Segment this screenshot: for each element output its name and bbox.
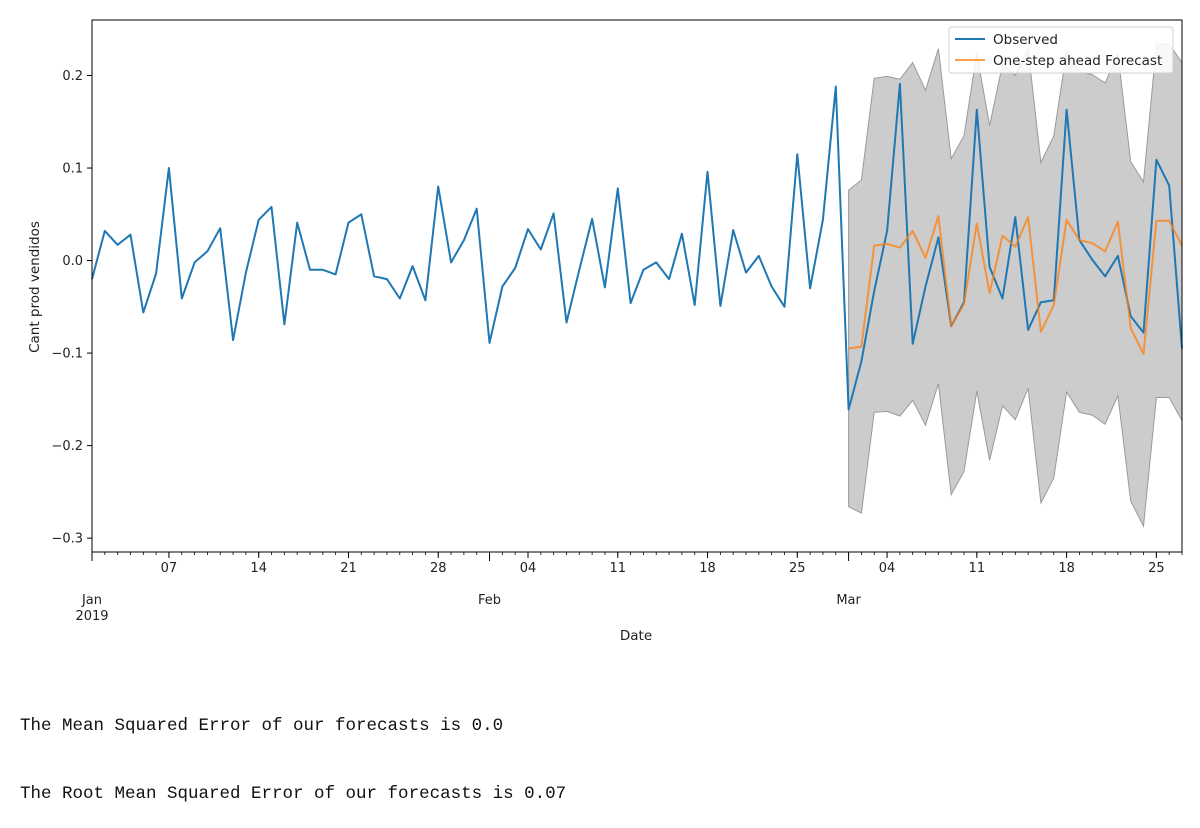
legend-box: [948, 26, 1174, 74]
x-year-label: 2019: [75, 609, 108, 624]
mse-output-line: The Mean Squared Error of our forecasts …: [20, 716, 504, 736]
x-week-tick-label: 18: [699, 561, 716, 576]
confidence-band: [848, 43, 1183, 528]
confidence-band-area: [848, 43, 1183, 528]
legend: Observed One-step ahead Forecast: [948, 26, 1174, 74]
x-month-tick-label: Jan: [81, 593, 102, 608]
console-output: The Mean Squared Error of our forecasts …: [20, 670, 566, 828]
x-month-tick-label: Feb: [478, 593, 501, 608]
series-line-forecast: [848, 215, 1183, 355]
x-week-tick-label: 04: [520, 561, 537, 576]
legend-label-forecast: One-step ahead Forecast: [993, 53, 1162, 69]
x-axis-label: Date: [620, 628, 652, 644]
x-week-tick-label: 11: [609, 561, 626, 576]
y-axis-label: Cant prod vendidos: [27, 221, 43, 353]
tick-marks: 0.2 0.1 0.0 −0.1 −0.2 −0.3 07 14 21 28 04 11 18 25 04 1…: [51, 69, 1183, 624]
y-tick-label: 0.0: [62, 254, 83, 269]
legend-label-observed: Observed: [993, 32, 1058, 48]
series-line-observed: [91, 82, 1183, 411]
x-week-tick-label: 21: [340, 561, 357, 576]
x-week-tick-label: 25: [789, 561, 806, 576]
x-month-tick-label: Mar: [836, 593, 861, 608]
y-tick-label: −0.1: [51, 347, 83, 362]
series-lines: [91, 82, 1183, 411]
y-tick-label: −0.3: [51, 532, 83, 547]
x-week-tick-label: 07: [161, 561, 178, 576]
plot-frame: [91, 19, 1183, 553]
x-week-tick-label: 28: [430, 561, 447, 576]
axes: [91, 19, 1183, 553]
y-tick-label: 0.1: [62, 162, 83, 177]
y-tick-label: 0.2: [62, 69, 83, 84]
forecast-line-chart: 0.2 0.1 0.0 −0.1 −0.2 −0.3 07 14 21 28 04 11 18 25 04 1…: [27, 19, 1183, 644]
y-tick-label: −0.2: [51, 439, 83, 454]
x-week-tick-label: 14: [250, 561, 267, 576]
rmse-output-line: The Root Mean Squared Error of our forec…: [20, 783, 567, 804]
x-week-tick-label: 11: [969, 561, 986, 576]
x-week-tick-label: 04: [879, 561, 896, 576]
x-week-tick-label: 18: [1058, 561, 1075, 576]
x-week-tick-label: 25: [1148, 561, 1165, 576]
